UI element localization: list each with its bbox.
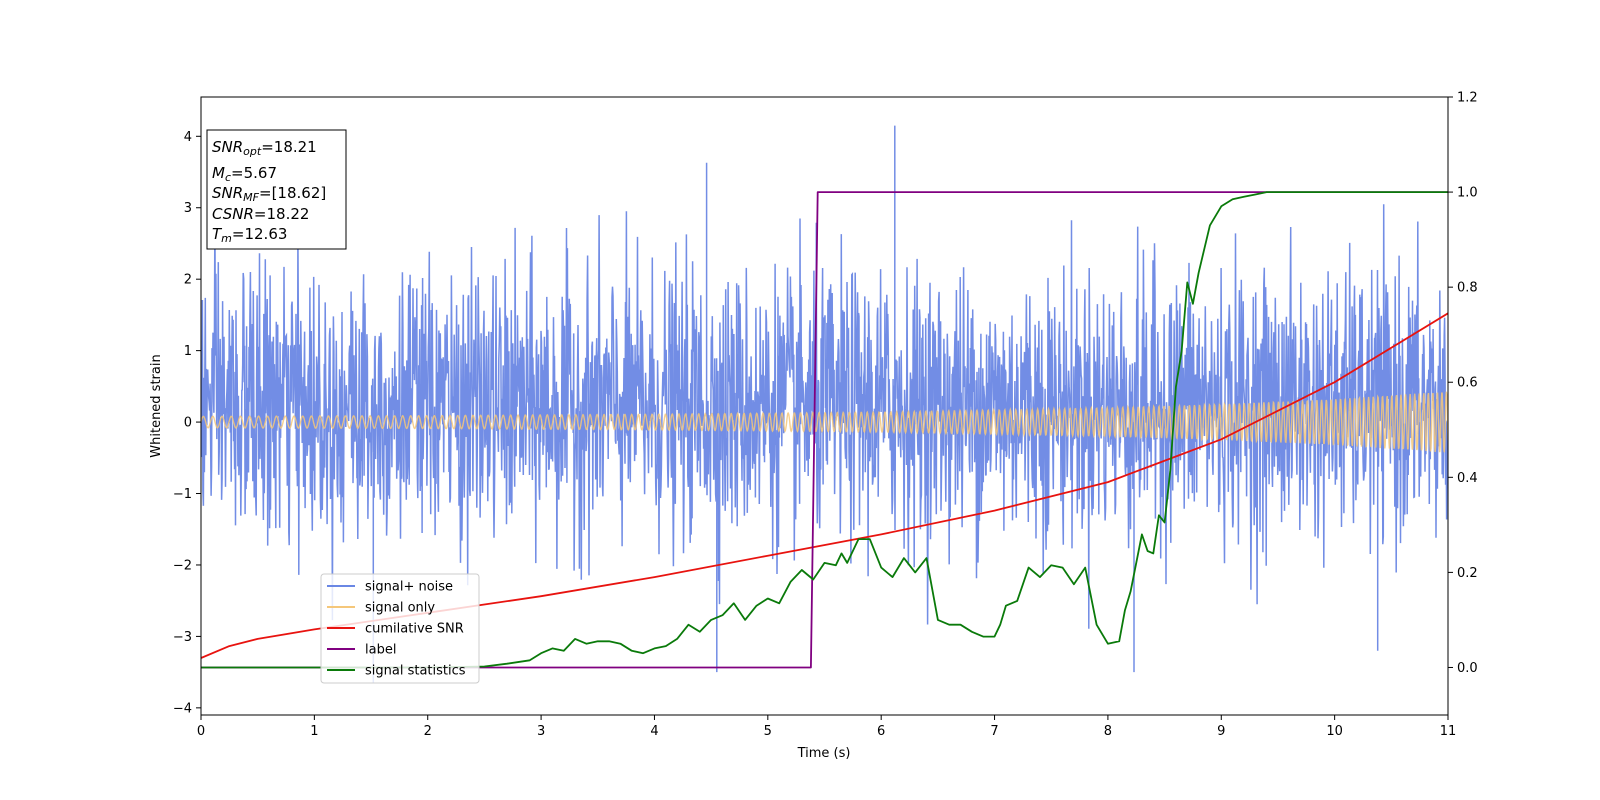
annotation-line: SNRopt=18.21 [212,138,317,158]
y-tick-label: −4 [173,701,192,716]
plot-frame [200,96,1449,716]
y2-tick-label: 1.2 [1457,91,1478,106]
legend-entry: label [365,643,396,658]
legend-entry: signal only [365,601,435,616]
annotation-line: CSNR=18.22 [212,205,309,223]
y2-tick-label: 0.2 [1457,566,1478,581]
annotation-box: SNRopt=18.21 Mc=5.67SNRMF=[18.62]CSNR=18.… [206,129,347,250]
y-tick-label: 4 [184,130,192,145]
x-tick-label: 9 [1217,724,1225,739]
x-tick-label: 7 [990,724,998,739]
annotation-line: SNRMF=[18.62] [212,184,326,204]
series-cumulative-snr [201,312,1448,659]
x-tick-label: 11 [1440,724,1457,739]
y-tick-label: −2 [173,558,192,573]
series-signal-noise [201,125,1448,683]
legend-entry: signal+ noise [365,580,453,595]
y-tick-label: 2 [184,273,192,288]
x-tick-label: 8 [1104,724,1112,739]
plot-area [201,125,1448,683]
x-tick-label: 6 [877,724,885,739]
x-tick-label: 10 [1326,724,1343,739]
annotation-line: Mc=5.67 [212,164,277,184]
y-axis-left: −4 −3 −2 −1 0 1 2 3 4 [173,130,201,716]
legend-entry: signal statistics [365,664,466,679]
x-axis: 0 1 2 3 4 5 6 7 8 9 10 11 [197,715,1456,739]
legend-frame [320,573,480,684]
y2-tick-label: 1.0 [1457,186,1478,201]
x-tick-label: 5 [764,724,772,739]
legend-entry: cumilative SNR [365,622,464,637]
x-tick-label: 0 [197,724,205,739]
x-tick-label: 1 [310,724,318,739]
annotation-line: Tm=12.63 [212,225,287,245]
y-tick-label: −1 [173,487,192,502]
y2-tick-label: 0.6 [1457,376,1478,391]
series-signal-statistics [201,191,1448,669]
series-signal-only [201,391,1448,453]
y-tick-label: 1 [184,344,192,359]
y-tick-label: 0 [184,416,192,431]
y2-tick-label: 0.0 [1457,661,1478,676]
x-tick-label: 4 [650,724,658,739]
y-axis-right: 0.0 0.2 0.4 0.6 0.8 1.0 1.2 [1448,91,1478,676]
y-axis-label: Whitened strain [149,354,164,457]
x-axis-label: Time (s) [797,746,851,761]
legend: signal+ noise signal only cumilative SNR la… [320,573,480,684]
y-tick-label: 3 [184,201,192,216]
series-label [201,191,1448,669]
y-tick-label: −3 [173,630,192,645]
y2-tick-label: 0.8 [1457,281,1478,296]
x-tick-label: 3 [537,724,545,739]
annotation-frame [206,129,347,250]
x-tick-label: 2 [424,724,432,739]
y2-tick-label: 0.4 [1457,471,1478,486]
